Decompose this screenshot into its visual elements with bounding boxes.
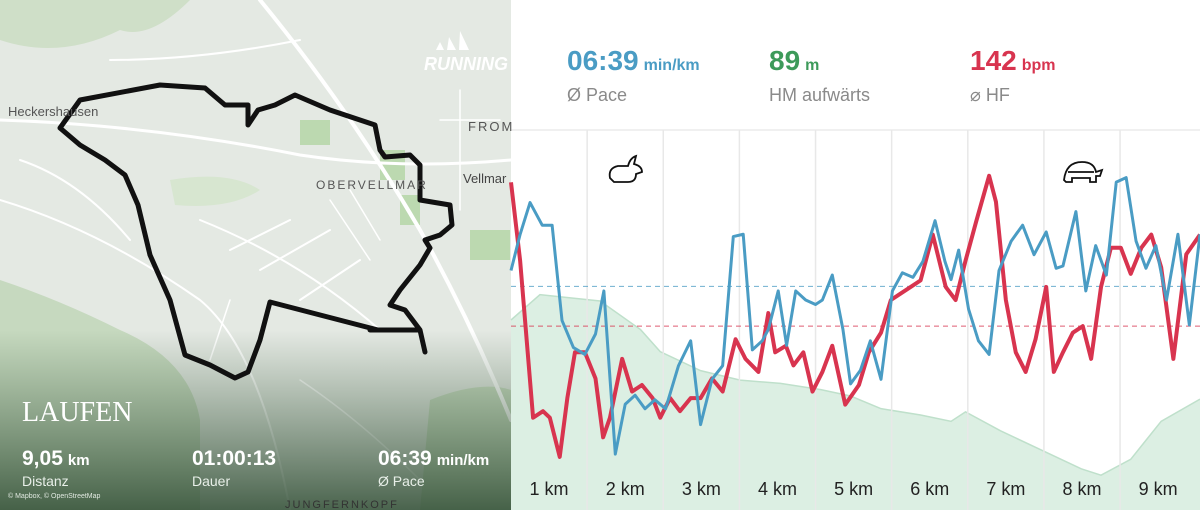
stat-unit: min/km xyxy=(644,57,700,74)
route xyxy=(57,82,455,381)
map-label: Heckershausen xyxy=(8,104,98,119)
map-label: OBERVELLMAR xyxy=(316,178,428,192)
x-tick-label: 9 km xyxy=(1139,479,1178,499)
series-line xyxy=(509,173,1200,459)
stat-label: ⌀ HF xyxy=(970,85,1010,105)
stat-value: 06:39 xyxy=(567,45,639,76)
x-tick-label: 6 km xyxy=(910,479,949,499)
brand-logo xyxy=(436,31,469,50)
stat-value: 06:39 xyxy=(378,447,432,470)
stat-value: 01:00:13 xyxy=(192,447,276,470)
map-label: JUNGFERNKOPF xyxy=(285,499,399,510)
turtle-icon xyxy=(1063,161,1104,183)
stat-label: Ø Pace xyxy=(378,473,425,489)
brand: RUNNING xyxy=(424,54,508,74)
map: RUNNING LAUFEN © Mapbox, © OpenStreetMap xyxy=(0,0,513,510)
x-tick-label: 4 km xyxy=(758,479,797,499)
stat-value: 142 xyxy=(970,45,1017,76)
rabbit-icon xyxy=(608,154,643,183)
x-tick-label: 8 km xyxy=(1062,479,1101,499)
stat-unit: bpm xyxy=(1022,57,1056,74)
stat-label: Distanz xyxy=(22,473,69,489)
header-stat: 89 m xyxy=(769,45,819,76)
stat-label: HM aufwärts xyxy=(769,85,870,105)
summary-stat: 01:00:13 xyxy=(192,447,276,470)
stat-label: Dauer xyxy=(192,473,230,489)
x-tick-label: 5 km xyxy=(834,479,873,499)
x-tick-label: 3 km xyxy=(682,479,721,499)
elevation-line xyxy=(510,293,1200,476)
stat-unit: km xyxy=(68,452,90,469)
attribution: © Mapbox, © OpenStreetMap xyxy=(8,492,101,500)
x-tick-label: 7 km xyxy=(986,479,1025,499)
header-stat: 142 bpm xyxy=(970,45,1056,76)
chart: 1 km 2 km 3 km 4 km 5 km 6 km 7 km 8 km 9 km xyxy=(509,130,1200,510)
stat-value: 9,05 xyxy=(22,447,63,470)
map-label: FROM xyxy=(468,119,514,134)
summary-stat: 06:39 min/km xyxy=(378,447,489,470)
x-tick-label: 2 km xyxy=(606,479,645,499)
stat-value: 89 xyxy=(769,45,800,76)
x-tick-label: 1 km xyxy=(530,479,569,499)
map-label: Vellmar xyxy=(463,171,507,186)
summary-stat: 9,05 km xyxy=(22,447,90,470)
header-stat: 06:39 min/km xyxy=(567,45,700,76)
stat-label: Ø Pace xyxy=(567,85,627,105)
elevation-area xyxy=(511,294,1200,510)
stat-unit: m xyxy=(805,57,819,74)
stat-unit: min/km xyxy=(437,452,490,469)
series-line xyxy=(509,176,1200,456)
activity-title: LAUFEN xyxy=(22,397,132,428)
